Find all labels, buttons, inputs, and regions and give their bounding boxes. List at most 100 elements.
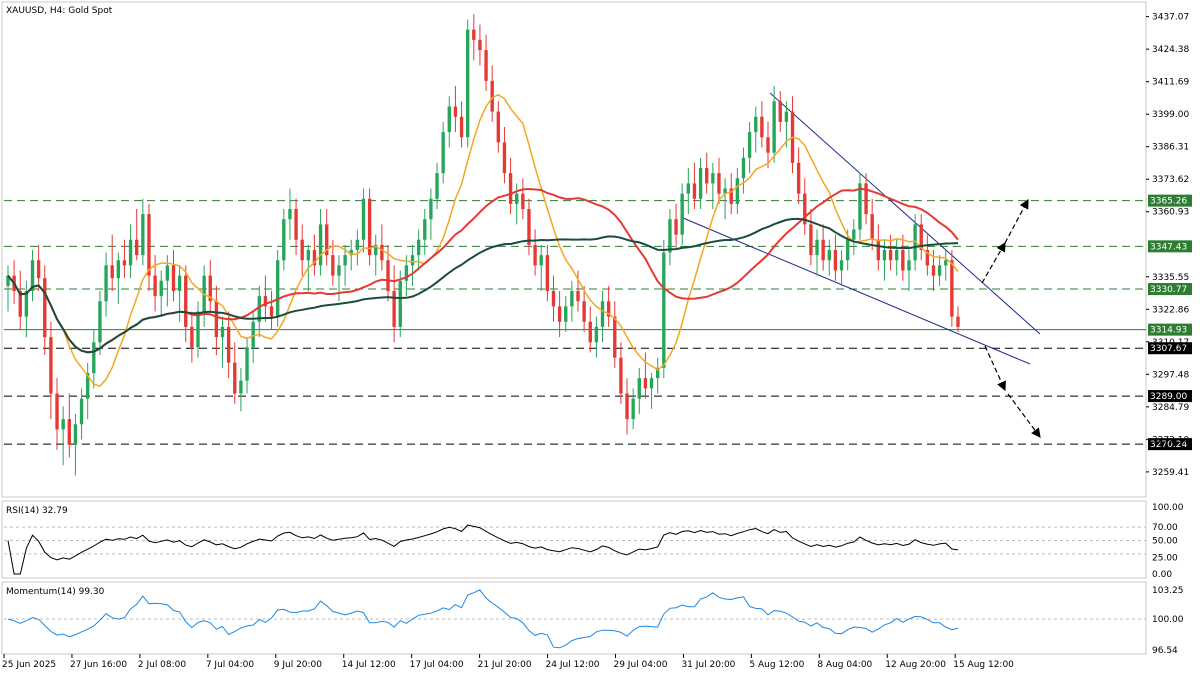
candle-body (153, 275, 157, 297)
channel-upper-line (769, 92, 1041, 335)
candle-body (606, 301, 611, 317)
candle-body (502, 142, 507, 174)
time-tick-label: 31 Jul 20:00 (681, 660, 735, 670)
candle-body (269, 306, 274, 317)
candle-body (882, 250, 887, 261)
candle-body (901, 250, 905, 271)
candle-body (521, 193, 525, 209)
ma-slow-line (7, 217, 959, 354)
candle-body (919, 224, 923, 250)
candle-body (931, 265, 936, 276)
candle-body (282, 219, 286, 261)
candle-body (570, 291, 574, 307)
candle-body (821, 239, 825, 261)
axes: 3437.07 3424.38 3411.69 3399.00 3386.31 3373.… (2, 13, 1189, 670)
candle-body (349, 250, 353, 256)
candle-body (398, 280, 402, 327)
level-tag-0 (1148, 194, 1192, 207)
candle-body (809, 224, 813, 256)
candle-body (24, 291, 29, 317)
candle-body (116, 260, 121, 279)
candle-body (870, 214, 874, 240)
candle-body (208, 275, 212, 302)
candle-body (649, 378, 654, 389)
candle-body (637, 378, 641, 399)
price-tick-label: 3411.69 (1152, 78, 1189, 88)
candle-body (257, 296, 261, 322)
level-tag-2 (1148, 283, 1192, 296)
candle-body (778, 101, 782, 122)
candle-body (318, 224, 323, 266)
moving-averages (7, 93, 959, 388)
candle-body (711, 173, 715, 184)
candle-body (619, 357, 623, 394)
candle-body (631, 398, 635, 420)
time-tick-label: 12 Aug 20:00 (885, 660, 946, 670)
price-tick-label: 3399.00 (1152, 110, 1189, 120)
candle-body (294, 209, 298, 240)
arrow-down-1 (984, 345, 1006, 392)
candle-body (484, 50, 488, 81)
candle-body (447, 106, 451, 133)
candle-body (73, 424, 78, 445)
candle-body (533, 244, 537, 266)
arrow-down-2 (1007, 393, 1041, 438)
candle-body (55, 393, 59, 430)
candle-body (735, 178, 740, 204)
time-tick-label: 27 Jun 16:00 (70, 660, 127, 670)
price-tick-label: 3284.79 (1152, 403, 1189, 413)
candle-body (784, 111, 789, 122)
level-tag-4 (1148, 390, 1192, 403)
candle-body (852, 229, 856, 240)
candle-body (104, 265, 108, 302)
time-tick-label: 2 Jul 08:00 (138, 660, 187, 670)
rsi-label: RSI(14) 32.79 (6, 506, 68, 516)
level-label-3: 3307.67 (1150, 344, 1187, 354)
candle-body (61, 419, 65, 430)
momentum-tick-label: 103.25 (1152, 586, 1184, 596)
candle-body (165, 265, 170, 281)
candle-body (668, 219, 672, 253)
price-tick-label: 3272.10 (1152, 435, 1189, 445)
momentum-tick-label: 100.00 (1152, 615, 1184, 625)
arrow-up-2 (1004, 198, 1029, 244)
candle-body (459, 116, 464, 138)
price-tick-label: 3424.38 (1152, 45, 1189, 55)
main-price-panel (1, 1, 1147, 498)
candle-body (956, 316, 960, 327)
candle-body (613, 316, 617, 358)
candle-body (6, 275, 10, 286)
candle-body (361, 198, 366, 240)
candle-body (643, 378, 648, 389)
candle-body (662, 252, 666, 368)
candle-body (686, 183, 691, 194)
momentum-tick-label: 96.54 (1152, 646, 1178, 656)
candle-body (122, 260, 127, 266)
candle-body (600, 301, 605, 327)
candle-body (190, 326, 194, 348)
candle-body (275, 260, 280, 317)
candle-body (30, 260, 35, 291)
candle-body (300, 239, 304, 261)
candle-body (747, 132, 752, 158)
rsi-indicator: 100.00 70.00 50.00 25.00 0.00 (4, 503, 1184, 580)
candle-body (717, 173, 721, 194)
level-tag-3 (1148, 342, 1192, 355)
candle-body (141, 214, 145, 256)
rsi-tick-label: 70.00 (1152, 523, 1178, 533)
candle-body (392, 291, 396, 327)
level-label-4: 3289.00 (1150, 392, 1187, 402)
level-tag-5 (1148, 438, 1192, 451)
candle-body (845, 239, 850, 261)
candle-body (110, 265, 114, 279)
candle-body (429, 198, 433, 220)
candle-body (325, 224, 329, 256)
price-tick-label: 3322.86 (1152, 305, 1189, 315)
time-tick-label: 9 Jul 20:00 (274, 660, 323, 670)
time-tick-label: 17 Jul 04:00 (410, 660, 464, 670)
momentum-panel (1, 581, 1147, 655)
candle-body (907, 260, 911, 271)
rsi-panel (1, 500, 1147, 579)
candle-body (496, 111, 501, 143)
candle-body (18, 291, 22, 317)
